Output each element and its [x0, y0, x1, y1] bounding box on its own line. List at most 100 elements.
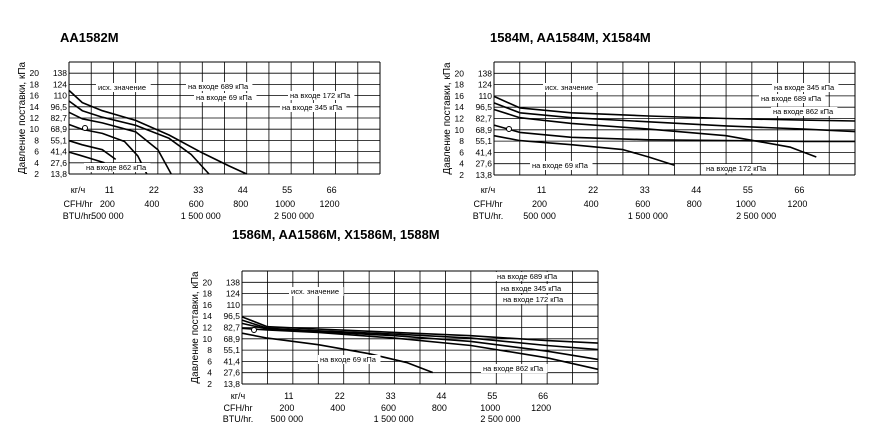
x-tick-label: 600: [381, 403, 396, 413]
annotation-label: на входе 689 кПа: [188, 82, 249, 91]
series-line-5: [493, 134, 675, 166]
x-tick-label: 200: [532, 199, 547, 209]
x-tick-label: 1200: [531, 403, 551, 413]
x-tick-label: 44: [436, 391, 446, 401]
annotation-bg: [289, 287, 344, 296]
annotation-label: на входе 862 кПа: [773, 107, 834, 116]
annotation-label: на входе 172 кПа: [503, 295, 564, 304]
y-tick-label-kpa: 13,8: [50, 169, 67, 179]
y-tick-label-kpa: 110: [226, 300, 240, 310]
annotation-label: на входе 172 кПа: [290, 91, 351, 100]
x-row-label: кг/ч: [481, 185, 496, 195]
x-tick-label: 2 500 000: [274, 211, 314, 221]
x-row-label: кг/ч: [71, 185, 86, 195]
x-tick-label: 55: [743, 185, 753, 195]
x-tick-label: 11: [537, 185, 546, 195]
annotation-label: на входе 862 кПа: [483, 364, 544, 373]
y-tick-label: 14: [455, 102, 465, 112]
y-tick-label: 14: [30, 102, 40, 112]
x-row-label: BTU/hr.: [63, 211, 94, 221]
x-tick-label: 33: [193, 185, 203, 195]
y-tick-label: 12: [203, 323, 213, 333]
series-line-2: [68, 100, 210, 175]
annotation-label: исх. значение: [545, 83, 593, 92]
annotation-label: на входе 69 кПа: [532, 161, 589, 170]
chart-panel-1: AA1582M 20 138 18 124 16 110 14 96,5 12 82,7 10 68,9…: [17, 30, 381, 221]
x-tick-label: 1000: [736, 199, 756, 209]
y-tick-label-kpa: 27,6: [475, 159, 492, 169]
x-tick-label: 66: [794, 185, 804, 195]
series-line-3: [241, 322, 599, 361]
y-tick-label-kpa: 68,9: [475, 125, 492, 135]
x-row-label: CFH/hr: [64, 199, 93, 209]
annotation-bg: [771, 107, 838, 116]
y-tick-label-kpa: 96,5: [50, 102, 67, 112]
annotation-label: на входе 69 кПа: [196, 93, 253, 102]
annotation-label: на входе 689 кПа: [761, 94, 822, 103]
annotation-bg: [704, 164, 771, 173]
y-tick-label: 16: [203, 300, 213, 310]
y-tick-label-kpa: 138: [53, 68, 67, 78]
annotation-label: на входе 172 кПа: [706, 164, 767, 173]
x-tick-label: 800: [432, 403, 447, 413]
y-tick-label-kpa: 110: [478, 91, 492, 101]
annotation-bg: [186, 82, 253, 91]
y-tick-label-kpa: 27,6: [223, 368, 240, 378]
chart-title: 1586M, AA1586M, X1586M, 1588M: [232, 227, 440, 242]
x-tick-label: 1 500 000: [181, 211, 221, 221]
x-row-label: кг/ч: [231, 391, 246, 401]
series-line-5: [241, 332, 433, 374]
y-axis-label: Давление поставки, кПа: [442, 62, 453, 175]
x-tick-label: 66: [327, 185, 337, 195]
y-tick-label: 18: [203, 289, 213, 299]
y-tick-label-kpa: 41,4: [475, 147, 492, 157]
y-tick-label-kpa: 138: [226, 277, 240, 287]
y-tick-label-kpa: 110: [53, 91, 67, 101]
y-tick-label-kpa: 138: [478, 68, 492, 78]
x-tick-label: 1000: [275, 199, 295, 209]
series-line-1: [493, 95, 856, 122]
annotation-bg: [501, 295, 568, 304]
y-tick-label: 10: [203, 334, 213, 344]
y-tick-label: 18: [30, 79, 40, 89]
annotation-bg: [280, 103, 347, 112]
x-tick-label: 2 500 000: [480, 414, 520, 424]
y-tick-label: 8: [34, 135, 39, 145]
x-row-label: CFH/hr: [224, 403, 253, 413]
x-tick-label: 500 000: [523, 211, 556, 221]
annotation-label: исх. значение: [291, 287, 339, 296]
series-group: [493, 95, 856, 166]
y-tick-label: 14: [203, 311, 213, 321]
y-tick-label-kpa: 82,7: [223, 323, 240, 333]
x-row-label: BTU/hr.: [473, 211, 504, 221]
chart-title: AA1582M: [60, 30, 119, 45]
y-tick-label: 4: [34, 158, 39, 168]
y-tick-label-kpa: 124: [53, 79, 67, 89]
y-tick-label-kpa: 55,1: [223, 345, 240, 355]
y-tick-label: 20: [455, 68, 465, 78]
y-tick-label: 12: [30, 113, 40, 123]
y-tick-label: 8: [207, 345, 212, 355]
annotation-bg: [543, 83, 598, 92]
y-tick-label-kpa: 124: [226, 289, 240, 299]
y-tick-label-kpa: 41,4: [50, 147, 67, 157]
x-tick-label: 22: [588, 185, 598, 195]
x-tick-label: 200: [279, 403, 294, 413]
y-tick-label: 16: [455, 91, 465, 101]
annotation-bg: [495, 272, 562, 281]
annotation-bg: [96, 83, 151, 92]
x-tick-label: 600: [635, 199, 650, 209]
plot-grid: [68, 61, 381, 175]
y-tick-label: 6: [207, 356, 212, 366]
x-tick-label: 1200: [320, 199, 340, 209]
annotation-bg: [499, 284, 566, 293]
annotation-bg: [530, 161, 593, 170]
y-tick-label: 12: [455, 114, 465, 124]
annotation-label: на входе 69 кПа: [320, 355, 377, 364]
x-tick-label: 11: [284, 391, 293, 401]
y-tick-label: 10: [30, 124, 40, 134]
x-tick-label: 44: [691, 185, 701, 195]
reference-marker: [82, 125, 88, 131]
y-tick-label-kpa: 96,5: [223, 311, 240, 321]
annotation-bg: [759, 94, 826, 103]
